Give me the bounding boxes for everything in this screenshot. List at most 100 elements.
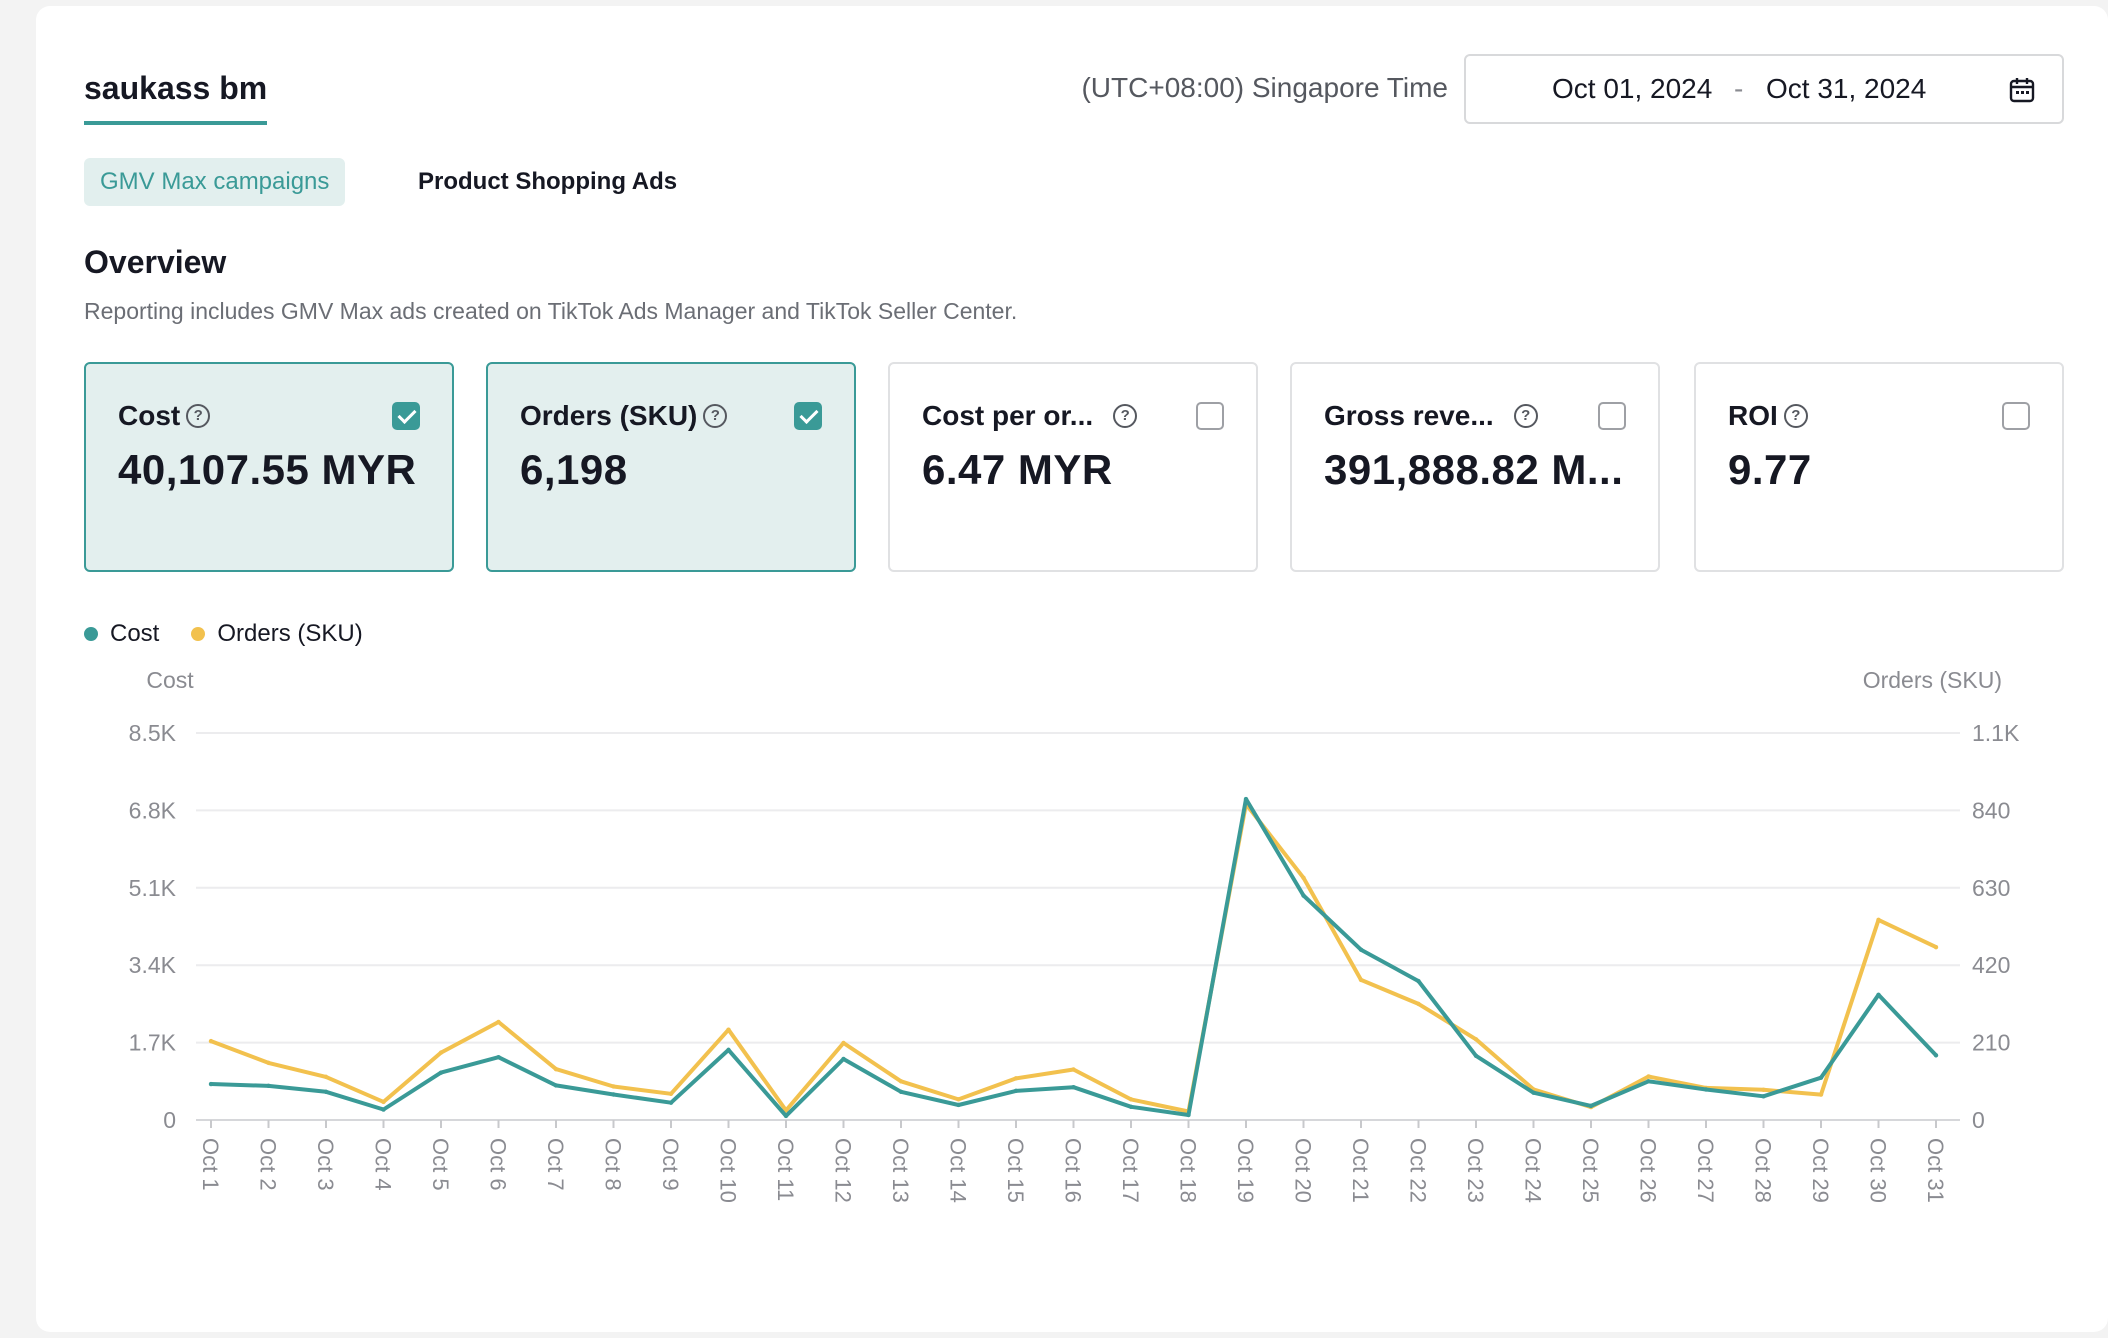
data-point-cost[interactable] (1243, 796, 1249, 802)
chart-legend: Cost Orders (SKU) (84, 620, 395, 648)
data-point-cost[interactable] (266, 1083, 271, 1089)
question-circle-icon[interactable]: ? (703, 404, 728, 428)
data-point-orders[interactable] (841, 1040, 846, 1046)
data-point-cost[interactable] (1071, 1085, 1076, 1090)
x-tick-label: Oct 15 (1003, 1138, 1028, 1203)
data-point-orders[interactable] (1646, 1074, 1651, 1079)
tab-gmv-max-campaigns[interactable]: GMV Max campaigns (84, 158, 346, 206)
data-point-cost[interactable] (1876, 992, 1881, 997)
data-point-orders[interactable] (1933, 944, 1939, 950)
x-tick-label: Oct 5 (428, 1138, 453, 1191)
data-point-cost[interactable] (1358, 947, 1364, 952)
calendar-icon[interactable] (2008, 76, 2036, 111)
data-point-cost[interactable] (553, 1083, 559, 1088)
x-tick-label: Oct 21 (1348, 1138, 1373, 1203)
data-point-orders[interactable] (1761, 1087, 1766, 1092)
right-tick-label: 630 (1972, 875, 2010, 901)
data-point-orders[interactable] (438, 1050, 444, 1055)
data-point-orders[interactable] (956, 1097, 961, 1102)
data-point-cost[interactable] (1588, 1103, 1594, 1109)
metric-card-orders[interactable]: Orders (SKU)? 6,198 (486, 362, 856, 572)
question-circle-icon[interactable]: ? (186, 404, 211, 428)
data-point-orders[interactable] (783, 1108, 789, 1113)
question-circle-icon[interactable]: ? (1513, 404, 1538, 428)
metric-checkbox[interactable] (1196, 402, 1224, 430)
data-point-orders[interactable] (611, 1084, 616, 1089)
question-circle-icon[interactable]: ? (1783, 404, 1808, 428)
metric-label: ROI (1728, 400, 1778, 431)
data-point-cost[interactable] (1128, 1104, 1134, 1109)
data-point-cost[interactable] (323, 1089, 329, 1094)
data-point-orders[interactable] (1876, 917, 1881, 923)
metric-card-gross-revenue[interactable]: Gross reve...? 391,888.82 M... (1290, 362, 1660, 572)
data-point-orders[interactable] (323, 1074, 329, 1080)
data-point-cost[interactable] (1301, 893, 1306, 898)
data-point-orders[interactable] (898, 1079, 904, 1084)
data-point-orders[interactable] (1301, 875, 1306, 881)
data-point-cost[interactable] (1646, 1079, 1651, 1084)
data-point-cost[interactable] (726, 1047, 731, 1053)
metric-checkbox[interactable] (392, 402, 420, 430)
x-tick-label: Oct 11 (773, 1138, 798, 1201)
data-point-orders[interactable] (1013, 1076, 1019, 1081)
data-point-orders[interactable] (668, 1091, 674, 1097)
metric-card-cost-per-order[interactable]: Cost per or...? 6.47 MYR (888, 362, 1258, 572)
data-point-orders[interactable] (496, 1019, 501, 1025)
data-point-cost[interactable] (496, 1054, 501, 1060)
question-circle-icon[interactable]: ? (1113, 404, 1138, 428)
data-point-cost[interactable] (208, 1081, 214, 1087)
data-point-cost[interactable] (1531, 1090, 1536, 1095)
data-point-orders[interactable] (208, 1038, 214, 1044)
data-point-orders[interactable] (1416, 1001, 1421, 1007)
data-point-cost[interactable] (783, 1113, 789, 1119)
data-point-orders[interactable] (1071, 1067, 1076, 1072)
metric-checkbox[interactable] (2002, 402, 2030, 430)
data-point-orders[interactable] (1473, 1037, 1479, 1042)
data-point-cost[interactable] (1013, 1088, 1019, 1094)
metric-label: Orders (SKU) (520, 400, 698, 431)
right-tick-label: 1.1K (1972, 720, 2020, 746)
data-point-cost[interactable] (1416, 978, 1421, 984)
data-point-orders[interactable] (1358, 977, 1364, 983)
data-point-cost[interactable] (956, 1102, 961, 1108)
metric-card-roi[interactable]: ROI? 9.77 (1694, 362, 2064, 572)
x-tick-label: Oct 25 (1578, 1138, 1603, 1203)
x-tick-label: Oct 24 (1521, 1138, 1546, 1203)
date-range-picker[interactable]: Oct 01, 2024 - Oct 31, 2024 (1464, 54, 2064, 124)
x-tick-label: Oct 13 (888, 1138, 913, 1203)
data-point-orders[interactable] (553, 1066, 559, 1072)
data-point-orders[interactable] (381, 1099, 386, 1105)
data-point-cost[interactable] (1186, 1112, 1191, 1118)
metric-checkbox[interactable] (794, 402, 822, 430)
left-axis-title: Cost (146, 667, 194, 693)
data-point-cost[interactable] (1933, 1053, 1939, 1058)
left-tick-label: 5.1K (129, 875, 177, 901)
data-point-cost[interactable] (1761, 1094, 1766, 1099)
data-point-orders[interactable] (726, 1027, 731, 1032)
x-tick-label: Oct 4 (371, 1138, 396, 1191)
x-tick-label: Oct 22 (1406, 1138, 1431, 1203)
data-point-cost[interactable] (668, 1100, 674, 1105)
data-point-cost[interactable] (611, 1092, 616, 1097)
data-point-cost[interactable] (1703, 1087, 1709, 1092)
data-point-cost[interactable] (1818, 1075, 1824, 1080)
x-tick-label: Oct 17 (1118, 1138, 1143, 1203)
date-start: Oct 01, 2024 (1552, 73, 1713, 104)
data-point-cost[interactable] (438, 1070, 444, 1075)
metric-checkbox[interactable] (1598, 402, 1626, 430)
legend-item-orders[interactable]: Orders (SKU) (191, 620, 363, 648)
data-point-cost[interactable] (841, 1056, 846, 1062)
metric-label: Cost per or... (922, 400, 1094, 431)
tab-product-shopping-ads[interactable]: Product Shopping Ads (418, 168, 678, 195)
data-point-orders[interactable] (1128, 1097, 1134, 1102)
data-point-orders[interactable] (266, 1060, 271, 1066)
data-point-cost[interactable] (1473, 1053, 1479, 1059)
main-panel (36, 6, 2108, 1332)
data-point-orders[interactable] (1818, 1092, 1824, 1097)
data-point-cost[interactable] (898, 1089, 904, 1094)
metric-card-cost[interactable]: Cost? 40,107.55 MYR (84, 362, 454, 572)
metric-value: 9.77 (1728, 446, 1812, 493)
legend-item-cost[interactable]: Cost (84, 620, 159, 648)
x-tick-label: Oct 7 (543, 1138, 568, 1191)
data-point-cost[interactable] (381, 1107, 386, 1112)
